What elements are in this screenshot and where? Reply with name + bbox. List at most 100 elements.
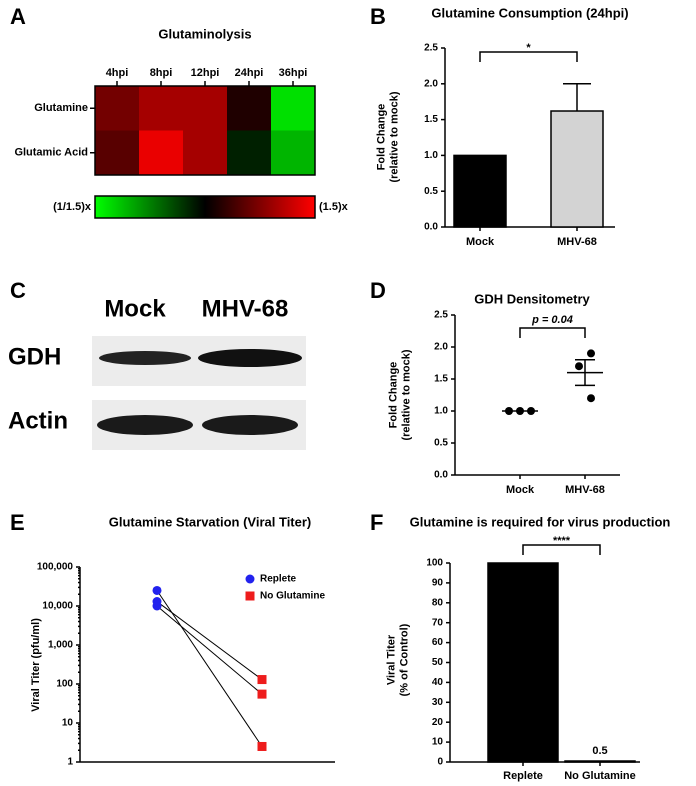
blot-image (92, 336, 306, 450)
significance-bracket (522, 544, 601, 555)
pair-line (156, 605, 263, 695)
y-tick-label: 100 (426, 558, 443, 569)
blot-row-label: Actin (8, 407, 68, 434)
significance-bracket (479, 51, 578, 62)
data-point (152, 601, 162, 611)
panel-label: A (10, 4, 26, 29)
x-tick-label: No Glutamine (564, 770, 636, 782)
legend-label: No Glutamine (260, 591, 325, 602)
bar (453, 154, 507, 228)
error-bar (575, 359, 595, 387)
x-tick-label: Mock (466, 236, 495, 248)
y-tick-label: 0.5 (424, 186, 438, 197)
heatmap-cell (183, 86, 228, 131)
x-tick-label: Replete (503, 770, 543, 782)
y-tick-label: 0.0 (434, 470, 448, 481)
y-tick-label: 2.0 (434, 342, 448, 353)
column-label: 24hpi (235, 67, 264, 79)
row-label: Glutamic Acid (14, 147, 88, 159)
y-tick-label: 100 (56, 679, 73, 690)
y-tick-label: 30 (432, 697, 444, 708)
chart-title: Glutamine is required for virus producti… (410, 514, 671, 529)
y-tick-label: 60 (432, 637, 444, 648)
panel-label: E (10, 510, 25, 535)
annotation: **** (553, 535, 571, 547)
chart-title: GDH Densitometry (474, 291, 590, 306)
x-tick-label: Mock (506, 484, 535, 496)
y-tick-label: 20 (432, 717, 444, 728)
heatmap-cell (183, 130, 228, 176)
bar (550, 110, 604, 228)
y-tick-label: 1 (67, 757, 73, 768)
y-tick-label: 2.5 (434, 310, 448, 321)
y-tick-label: 10 (62, 718, 74, 729)
y-tick-label: 2.0 (424, 78, 438, 89)
data-point (575, 362, 583, 371)
heatmap-cell (271, 86, 316, 131)
y-axis-label-line: (relative to mock) (400, 349, 412, 440)
panel-label: C (10, 278, 26, 303)
panel-label: B (370, 4, 386, 29)
blot-column-label: Mock (104, 295, 166, 322)
heatmap-cell (227, 86, 272, 131)
colorbar-label: (1/1.5)x (53, 201, 92, 213)
column-label: 8hpi (150, 67, 173, 79)
heatmap-cell (139, 130, 184, 176)
legend-marker (245, 574, 255, 584)
y-tick-label: 1.5 (434, 374, 448, 385)
y-axis-label-line: (% of Control) (398, 623, 410, 696)
y-axis-label-line: Fold Change (375, 104, 387, 171)
y-tick-label: 80 (432, 597, 444, 608)
y-tick-label: 10,000 (42, 601, 73, 612)
y-axis-label: Viral Titer (pfu/ml) (30, 618, 42, 712)
y-axis-label: Viral Titer(% of Control) (385, 623, 410, 696)
y-tick-label: 40 (432, 677, 444, 688)
colorbar-label: (1.5)x (319, 201, 349, 213)
panel-label: D (370, 278, 386, 303)
annotation: * (526, 42, 531, 54)
y-tick-label: 1.0 (424, 150, 438, 161)
colorbar (94, 195, 316, 219)
data-point (257, 741, 267, 751)
y-tick-label: 1.5 (424, 114, 438, 125)
legend-marker (245, 591, 255, 601)
pair-line (156, 601, 263, 680)
annotation: p = 0.04 (531, 314, 573, 326)
blot-row-label: GDH (8, 343, 61, 370)
data-point (587, 349, 595, 358)
data-point (152, 585, 162, 595)
data-point (257, 689, 267, 699)
error-bar (563, 83, 591, 112)
y-axis-label-line: Viral Titer (pfu/ml) (30, 618, 42, 712)
y-tick-label: 10 (432, 737, 444, 748)
x-tick-label: MHV-68 (565, 484, 605, 496)
chart-title: Glutamine Starvation (Viral Titer) (109, 514, 312, 529)
pair-line (156, 590, 263, 747)
blot-column-label: MHV-68 (202, 295, 289, 322)
column-label: 36hpi (279, 67, 308, 79)
row-label: Glutamine (34, 102, 88, 114)
value-label: 0.5 (592, 745, 607, 757)
panel-label: F (370, 510, 383, 535)
significance-bracket (519, 327, 586, 338)
y-axis-label: Fold Change(relative to mock) (387, 349, 412, 440)
y-axis-label-line: Viral Titer (385, 634, 397, 685)
heatmap-cell (139, 86, 184, 131)
bar (487, 562, 559, 763)
y-tick-label: 0.5 (434, 438, 448, 449)
heatmap-cell (95, 130, 140, 176)
heatmap-cell (227, 130, 272, 176)
y-tick-label: 0 (437, 757, 443, 768)
data-point (587, 394, 595, 403)
y-tick-label: 0.0 (424, 222, 438, 233)
y-tick-label: 50 (432, 657, 444, 668)
data-point (257, 675, 267, 685)
y-tick-label: 1,000 (48, 640, 73, 651)
y-tick-label: 90 (432, 578, 444, 589)
y-axis-label-line: (relative to mock) (388, 91, 400, 182)
legend-label: Replete (260, 574, 297, 585)
chart-title: Glutamine Consumption (24hpi) (431, 5, 628, 20)
y-axis-label: Fold Change(relative to mock) (375, 91, 400, 182)
chart-title: Glutaminolysis (158, 26, 251, 41)
